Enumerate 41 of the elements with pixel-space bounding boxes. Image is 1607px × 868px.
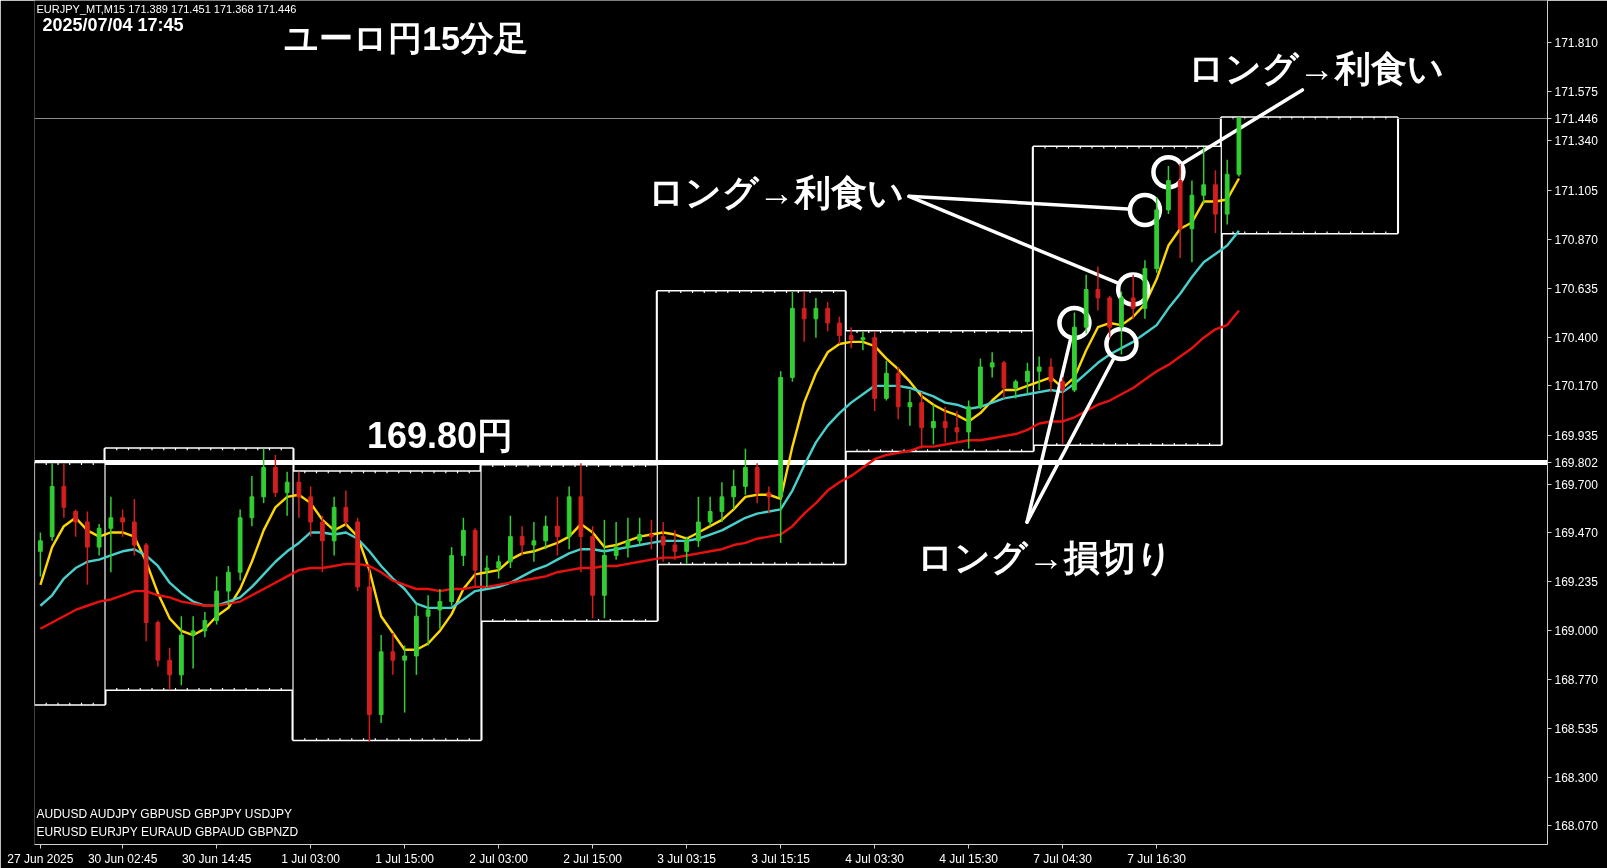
y-tick-label: 169.802 — [1554, 456, 1599, 471]
annotation: EURJPY_MT,M15 171.389 171.451 171.368 171.446 — [36, 2, 297, 15]
y-tick-label: 168.300 — [1554, 770, 1599, 785]
x-tick-label: 3 Jul 03:15 — [657, 851, 717, 866]
annotation: 2025/07/04 17:45 — [42, 14, 184, 35]
y-tick-label: 171.340 — [1554, 134, 1599, 149]
y-tick-label: 169.000 — [1554, 624, 1599, 639]
x-tick-label: 4 Jul 03:30 — [845, 851, 905, 866]
text: ロング→損切り — [917, 537, 1174, 579]
x-tick-label: 1 Jul 03:00 — [281, 851, 341, 866]
x-tick-label: 2 Jul 03:00 — [469, 851, 529, 866]
y-tick-label: 171.575 — [1554, 85, 1599, 100]
y-tick-label: 169.935 — [1554, 428, 1599, 443]
series-label: ロング→利食い — [1188, 47, 1445, 89]
ref-line-label: 169.80円 — [366, 414, 514, 456]
text: ロング→利食い — [647, 172, 904, 214]
x-tick-label: 1 Jul 15:00 — [375, 851, 435, 866]
y-tick-label: 168.770 — [1554, 672, 1599, 687]
x-tick-label: 3 Jul 15:15 — [751, 851, 811, 866]
x-tick-label: 7 Jul 04:30 — [1033, 851, 1093, 866]
text: ユーロ円15分足 — [284, 19, 528, 58]
y-tick-label: 170.170 — [1554, 379, 1599, 394]
y-tick-label: 171.810 — [1554, 35, 1599, 50]
x-tick-label: 7 Jul 16:30 — [1127, 851, 1187, 866]
y-tick-label: 171.105 — [1554, 183, 1599, 198]
y-tick-label: 169.700 — [1554, 477, 1599, 492]
y-tick-label: 168.535 — [1554, 721, 1599, 736]
y-tick-label: 171.446 — [1554, 112, 1599, 127]
x-tick-label: 30 Jun 14:45 — [181, 851, 252, 866]
y-tick-label: 170.400 — [1554, 331, 1599, 346]
x-tick-label: 2 Jul 15:00 — [563, 851, 623, 866]
x-tick-label: 27 Jun 2025 — [7, 851, 74, 866]
y-tick-label: 168.070 — [1554, 819, 1599, 834]
y-tick-label: 170.870 — [1554, 232, 1599, 247]
x-tick-label: 4 Jul 15:30 — [939, 851, 999, 866]
x-tick-label: 30 Jun 02:45 — [87, 851, 158, 866]
y-tick-label: 169.235 — [1554, 575, 1599, 590]
y-tick-label: 169.470 — [1554, 525, 1599, 540]
annotation: EURUSD EURJPY EURAUD GBPAUD GBPNZD — [36, 824, 299, 839]
y-tick-label: 170.635 — [1554, 281, 1599, 296]
annotation: AUDUSD AUDJPY GBPUSD GBPJPY USDJPY — [36, 806, 293, 821]
